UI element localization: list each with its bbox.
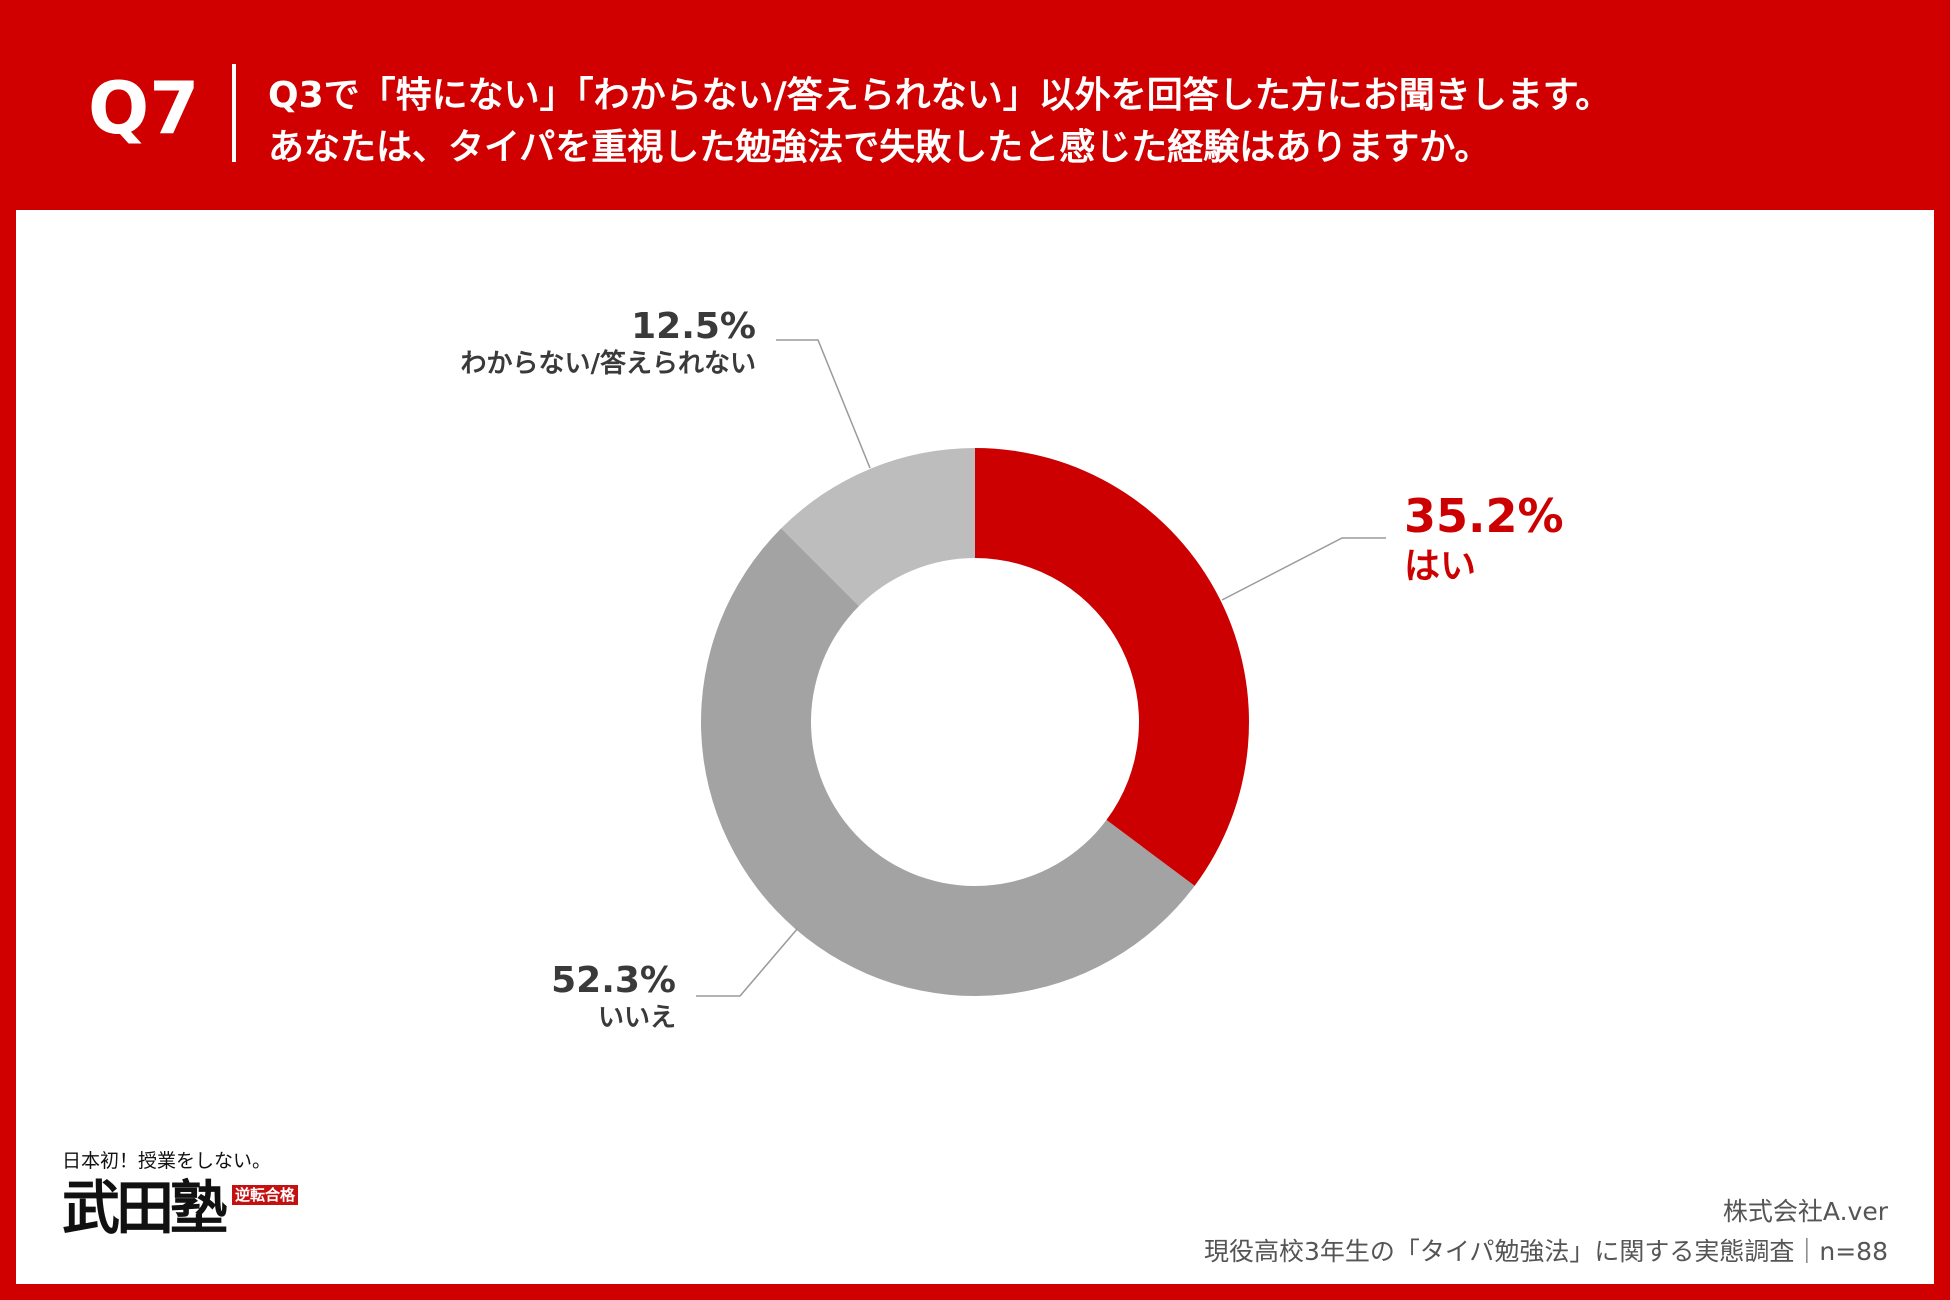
- question-line-1: Q3で「特にない」「わからない/答えられない」以外を回答した方にお聞きします。: [268, 75, 1612, 116]
- logo-name: 武田塾: [62, 1174, 228, 1242]
- leader-line-0: [1221, 537, 1386, 601]
- logo-tagline: 日本初！授業をしない。: [62, 1150, 272, 1172]
- logo-seal: 逆転合格: [232, 1185, 299, 1205]
- leader-line-2: [776, 339, 871, 469]
- slice-category-label-1: いいえ: [598, 1003, 676, 1033]
- slice-category-label-2: わからない/答えられない: [461, 348, 757, 379]
- question-header: Q7 Q3で「特にない」「わからない/答えられない」以外を回答した方にお聞きしま…: [0, 0, 1950, 210]
- footer-credit: 株式会社A.ver 現役高校3年生の「タイパ勉強法」に関する実態調査｜n=88: [1204, 1192, 1888, 1272]
- slice-1: [701, 528, 1195, 996]
- chart-panel: [16, 210, 1934, 1284]
- header-divider: [232, 64, 236, 162]
- question-text: Q3で「特にない」「わからない/答えられない」以外を回答した方にお聞きします。 …: [268, 70, 1611, 174]
- question-number: Q7: [88, 66, 200, 150]
- leader-line-1: [696, 927, 799, 997]
- logo-wordmark: 武田塾 逆転合格: [62, 1179, 299, 1237]
- takeda-juku-logo: 日本初！授業をしない。 武田塾 逆転合格: [62, 1146, 299, 1237]
- question-line-2: あなたは、タイパを重視した勉強法で失敗したと感じた経験はありますか。: [268, 127, 1491, 168]
- slice-pct-label-0: 35.2%: [1404, 489, 1564, 543]
- slice-pct-label-2: 12.5%: [631, 306, 756, 347]
- footer-survey: 現役高校3年生の「タイパ勉強法」に関する実態調査｜n=88: [1203, 1237, 1888, 1266]
- slice-2: [781, 448, 975, 607]
- slice-pct-label-1: 52.3%: [551, 960, 676, 1001]
- slice-category-label-0: はい: [1404, 546, 1476, 587]
- slice-0: [975, 448, 1249, 886]
- footer-company: 株式会社A.ver: [1722, 1197, 1888, 1226]
